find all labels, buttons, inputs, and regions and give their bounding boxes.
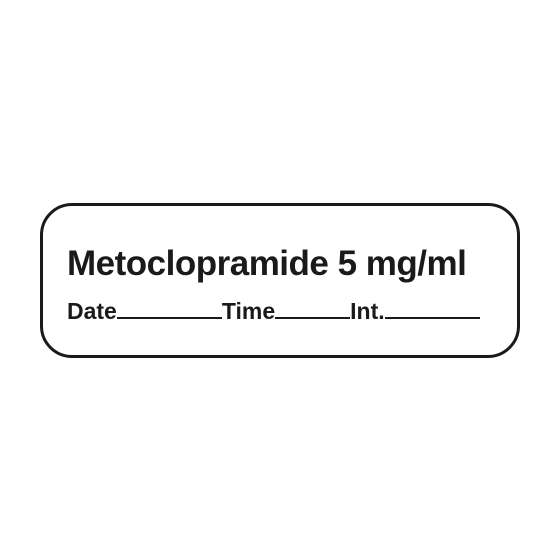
fields-row: Date Time Int. xyxy=(67,296,493,325)
int-label: Int. xyxy=(350,298,385,325)
drug-name-text: Metoclopramide 5 mg/ml xyxy=(67,244,493,284)
medication-label: Metoclopramide 5 mg/ml Date Time Int. xyxy=(40,203,520,358)
time-blank-line xyxy=(275,296,350,319)
date-label: Date xyxy=(67,298,117,325)
int-blank-line xyxy=(385,296,480,319)
date-blank-line xyxy=(117,296,222,319)
time-label: Time xyxy=(222,298,275,325)
